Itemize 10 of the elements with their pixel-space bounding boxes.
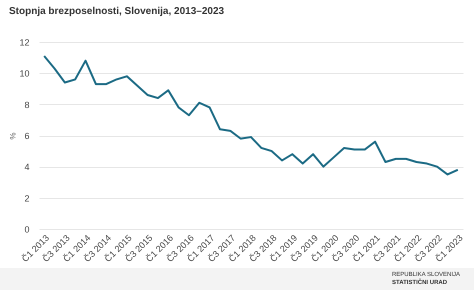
y-tick-label: 6: [24, 131, 30, 141]
chart-title: Stopnja brezposelnosti, Slovenija, 2013–2023: [8, 6, 225, 17]
y-axis-title: %: [8, 132, 18, 140]
y-tick-label: 4: [24, 162, 30, 172]
y-tick-label: 8: [24, 100, 30, 110]
y-tick-label: 0: [24, 224, 30, 234]
y-tick-label: 10: [19, 68, 30, 79]
y-tick-label: 12: [19, 38, 30, 48]
line-series: [43, 55, 459, 176]
y-tick-label: 2: [24, 193, 30, 204]
